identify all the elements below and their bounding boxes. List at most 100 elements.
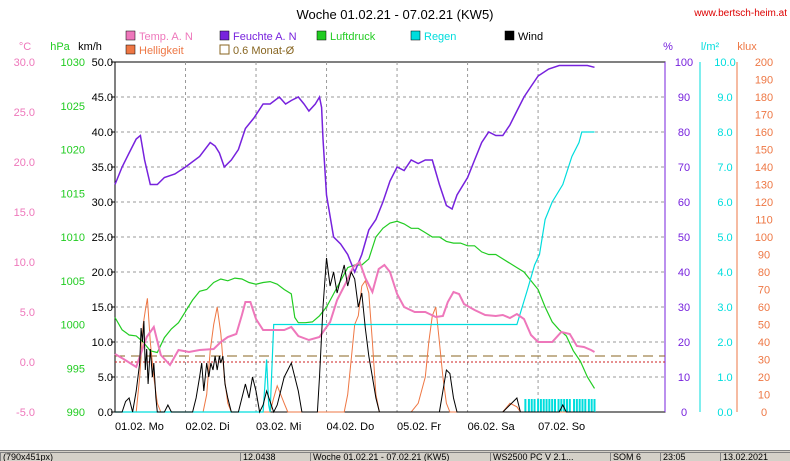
- axis-tick-label: 20.0: [14, 157, 35, 169]
- status-cell-device: WS2500 PC V 2.1...: [490, 452, 610, 461]
- axis-tick-label: 70: [678, 162, 690, 174]
- legend-label: Helligkeit: [139, 45, 184, 57]
- axis-unit: °C: [19, 41, 31, 53]
- axis-tick-label: 110: [755, 215, 773, 227]
- axis-tick-label: 160: [755, 127, 773, 139]
- axis-tick-label: 5.0: [717, 232, 732, 244]
- axis-tick-label: 3.0: [717, 302, 732, 314]
- axis-tick-label: 20: [678, 337, 690, 349]
- axis-tick-label: 60: [758, 302, 770, 314]
- axis-unit: km/h: [78, 41, 102, 53]
- axis-tick-label: 100: [755, 232, 773, 244]
- axis-tick-label: 1025: [61, 101, 85, 113]
- status-cell-date: 13.02.2021: [720, 452, 790, 461]
- axis-tick-label: 30.0: [92, 197, 113, 209]
- axis-tick-label: 180: [755, 92, 773, 104]
- axis-tick-label: 40.0: [92, 127, 113, 139]
- axis-unit: klux: [737, 41, 757, 53]
- x-tick-label: 06.02. Sa: [468, 421, 516, 433]
- axis-tick-label: 80: [758, 267, 770, 279]
- axis-tick-label: 90: [758, 250, 770, 262]
- axis-tick-label: 100: [675, 57, 693, 69]
- axis-tick-label: 70: [758, 285, 770, 297]
- axis-tick-label: 1015: [61, 188, 85, 200]
- series-line-pressure: [114, 220, 596, 389]
- legend-label: Temp. A. N: [139, 31, 193, 43]
- axis-tick-label: 30: [758, 355, 770, 367]
- status-cell-size: (790x451px): [0, 452, 240, 461]
- status-cell-time: 23:05: [660, 452, 720, 461]
- axis-tick-label: 40: [678, 267, 690, 279]
- axis-tick-label: 8.0: [717, 127, 732, 139]
- x-tick-label: 03.02. Mi: [256, 421, 301, 433]
- axis-unit: hPa: [50, 41, 70, 53]
- x-tick-label: 02.02. Di: [186, 421, 230, 433]
- series-line-humidity: [114, 64, 595, 275]
- axis-tick-label: 0.0: [98, 407, 113, 419]
- axis-tick-label: 30: [678, 302, 690, 314]
- axis-tick-label: 9.0: [717, 92, 732, 104]
- axis-tick-label: 10.0: [14, 257, 35, 269]
- series-line-rain: [115, 131, 595, 413]
- legend-label: Luftdruck: [330, 31, 376, 43]
- x-tick-label: 05.02. Fr: [397, 421, 441, 433]
- x-tick-label: 07.02. So: [538, 421, 585, 433]
- plot-area: [114, 61, 666, 413]
- axis-tick-label: 5.0: [20, 307, 35, 319]
- axis-unit: %: [663, 41, 673, 53]
- axis-tick-label: 130: [755, 180, 773, 192]
- status-cell-title: Woche 01.02.21 - 07.02.21 (KW5): [310, 452, 490, 461]
- axis-tick-label: 25.0: [14, 107, 35, 119]
- axis-tick-label: 0: [681, 407, 687, 419]
- axis-tick-label: 80: [678, 127, 690, 139]
- status-bar: (790x451px) 12.0438 Woche 01.02.21 - 07.…: [0, 450, 790, 461]
- axis-tick-label: 1030: [61, 57, 85, 69]
- axis-tick-label: 190: [755, 75, 773, 87]
- axis-tick-label: 4.0: [717, 267, 732, 279]
- axis-tick-label: 10: [758, 390, 770, 402]
- axis-tick-label: 0: [761, 407, 767, 419]
- axis-tick-label: 10.0: [714, 57, 735, 69]
- axis-tick-label: 7.0: [717, 162, 732, 174]
- axis-tick-label: 1005: [61, 276, 85, 288]
- x-tick-label: 01.02. Mo: [115, 421, 164, 433]
- axis-tick-label: 2.0: [717, 337, 732, 349]
- axis-tick-label: -5.0: [16, 407, 35, 419]
- legend-swatch: [504, 30, 515, 41]
- axis-tick-label: 15.0: [92, 302, 113, 314]
- axis-tick-label: 990: [67, 407, 85, 419]
- legend-swatch: [316, 30, 327, 41]
- legend-swatch: [125, 44, 136, 55]
- status-cell-number: 12.0438: [240, 452, 310, 461]
- axis-tick-label: 15.0: [14, 207, 35, 219]
- series-line-temp: [114, 260, 595, 369]
- axis-tick-label: 0.0: [20, 357, 35, 369]
- axis-tick-label: 25.0: [92, 232, 113, 244]
- axis-tick-label: 90: [678, 92, 690, 104]
- legend-swatch: [125, 30, 136, 41]
- axis-unit: l/m²: [701, 41, 720, 53]
- legend-label: Wind: [518, 31, 543, 43]
- source-label: www.bertsch-heim.at: [693, 8, 787, 19]
- legend-label: Feuchte A. N: [233, 31, 297, 43]
- legend-swatch: [219, 30, 230, 41]
- axis-tick-label: 20.0: [92, 267, 113, 279]
- axis-tick-label: 140: [755, 162, 773, 174]
- axis-tick-label: 45.0: [92, 92, 113, 104]
- legend-label: Regen: [424, 31, 456, 43]
- legend-swatch: [410, 30, 421, 41]
- axis-tick-label: 50.0: [92, 57, 113, 69]
- weather-chart: Woche 01.02.21 - 07.02.21 (KW5) www.berts…: [14, 7, 788, 433]
- axis-tick-label: 0.0: [717, 407, 732, 419]
- legend-label: 0.6 Monat-Ø: [233, 45, 295, 57]
- axis-tick-label: 1020: [61, 145, 85, 157]
- axis-tick-label: 1010: [61, 232, 85, 244]
- axis-tick-label: 150: [755, 145, 773, 157]
- axis-tick-label: 10.0: [92, 337, 113, 349]
- series-line-wind: [115, 257, 595, 414]
- x-tick-label: 04.02. Do: [327, 421, 375, 433]
- axis-tick-label: 995: [67, 363, 85, 375]
- axis-tick-label: 1000: [61, 320, 85, 332]
- axis-tick-label: 120: [755, 197, 773, 209]
- axis-tick-label: 40: [758, 337, 770, 349]
